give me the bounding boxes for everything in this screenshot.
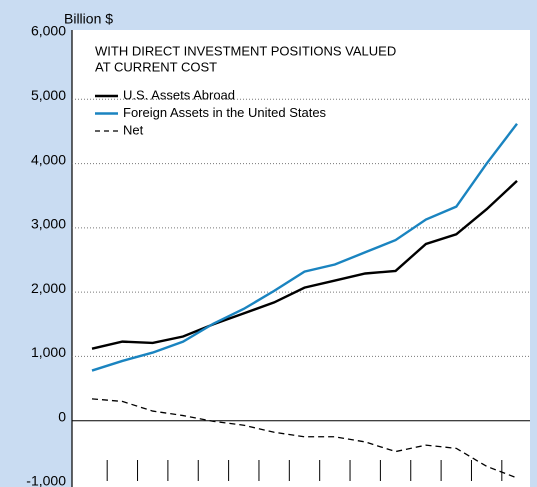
y-tick-label: 4,000 (31, 151, 66, 167)
y-tick-label: 1,000 (31, 344, 66, 360)
legend-label: U.S. Assets Abroad (123, 87, 235, 102)
annotation: AT CURRENT COST (95, 59, 217, 74)
y-tick-label: 0 (58, 408, 66, 424)
legend-label: Net (123, 122, 144, 137)
series-line (91, 398, 518, 479)
legend-label: Foreign Assets in the United States (123, 105, 327, 120)
y-tick-label: 3,000 (31, 216, 66, 232)
y-tick-label: 6,000 (31, 23, 66, 39)
series-line (91, 122, 518, 372)
y-axis-label: Billion $ (64, 11, 113, 27)
annotation: WITH DIRECT INVESTMENT POSITIONS VALUED (95, 43, 396, 58)
plot-area (72, 30, 530, 487)
y-tick-label: 5,000 (31, 87, 66, 103)
y-tick-label: 2,000 (31, 280, 66, 296)
y-tick-label: -1,000 (26, 473, 66, 487)
series-line (91, 180, 518, 350)
